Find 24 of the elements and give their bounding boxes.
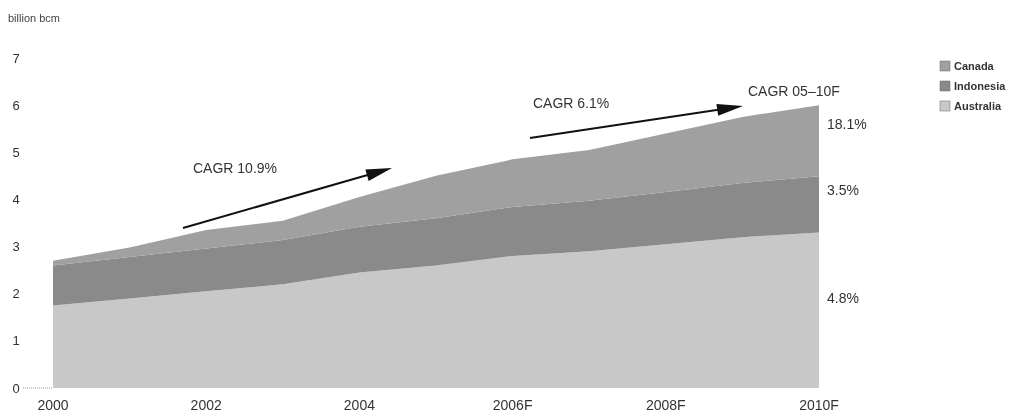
y-tick-label: 1 xyxy=(12,333,20,349)
annotation: 3.5% xyxy=(827,181,859,198)
x-tick-label: 2002 xyxy=(190,397,222,413)
annotation: CAGR 05–10F xyxy=(748,83,840,99)
y-tick-label: 0 xyxy=(12,380,20,396)
y-tick-label: 2 xyxy=(12,286,20,302)
y-tick-label: 7 xyxy=(12,50,20,66)
legend-label: Indonesia xyxy=(954,79,1007,92)
annotation: 18.1% xyxy=(827,115,867,132)
y-tick-label: 4 xyxy=(12,191,20,207)
annotation: CAGR 6.1% xyxy=(533,95,610,111)
x-tick-label: 2004 xyxy=(343,397,376,413)
x-tick-label: 2006F xyxy=(492,397,533,413)
legend-label: Australia xyxy=(954,99,1002,112)
legend-label: Canada xyxy=(954,59,995,72)
annotation: 4.8% xyxy=(827,290,859,307)
annotation: CAGR 10.9% xyxy=(193,160,278,176)
x-tick-label: 2000 xyxy=(37,397,69,413)
x-tick-label: 2008F xyxy=(645,397,686,413)
y-tick-label: 3 xyxy=(12,239,20,255)
x-tick-label: 2010F xyxy=(799,397,839,413)
y-axis-title: billion bcm xyxy=(8,12,60,24)
y-tick-label: 6 xyxy=(12,97,20,113)
y-tick-label: 5 xyxy=(12,144,20,160)
